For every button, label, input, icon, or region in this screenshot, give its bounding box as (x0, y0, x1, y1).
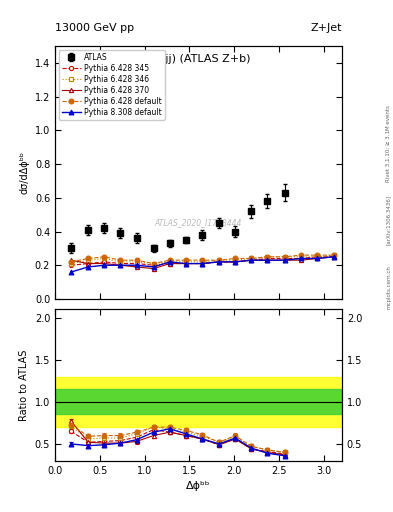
Text: Δϕ(jj) (ATLAS Z+b): Δϕ(jj) (ATLAS Z+b) (146, 54, 251, 63)
Bar (55, 389, 342, 414)
Text: Rivet 3.1.10; ≥ 3.1M events: Rivet 3.1.10; ≥ 3.1M events (386, 105, 391, 182)
Y-axis label: dσ/dΔϕᵇᵇ: dσ/dΔϕᵇᵇ (19, 151, 29, 194)
Text: ATLAS_2020_I1788444: ATLAS_2020_I1788444 (155, 219, 242, 228)
X-axis label: Δϕᵇᵇ: Δϕᵇᵇ (186, 481, 211, 491)
Legend: ATLAS, Pythia 6.428 345, Pythia 6.428 346, Pythia 6.428 370, Pythia 6.428 defaul: ATLAS, Pythia 6.428 345, Pythia 6.428 34… (59, 50, 165, 120)
Text: [arXiv:1306.3436]: [arXiv:1306.3436] (386, 195, 391, 245)
Text: 13000 GeV pp: 13000 GeV pp (55, 23, 134, 33)
Y-axis label: Ratio to ATLAS: Ratio to ATLAS (19, 349, 29, 421)
Bar (55, 376, 342, 427)
Text: Z+Jet: Z+Jet (310, 23, 342, 33)
Text: mcplots.cern.ch: mcplots.cern.ch (386, 265, 391, 309)
